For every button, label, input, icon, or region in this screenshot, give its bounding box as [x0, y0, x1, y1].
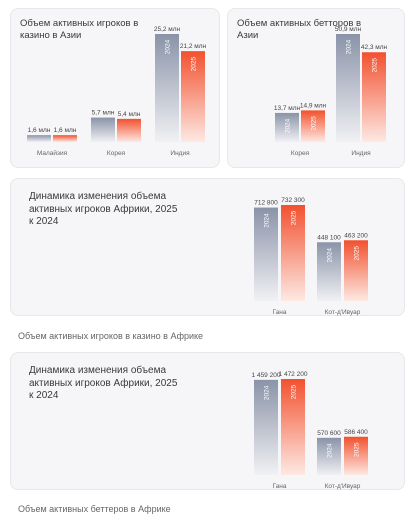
bar-2025	[53, 135, 77, 142]
category-label: Малайзия	[37, 149, 68, 157]
bar-series-label: 2025	[371, 58, 378, 73]
bar-value-label: 732 300	[281, 197, 305, 204]
category-label: Индия	[351, 150, 371, 157]
chart-title: Динамика изменения объема активных игрок…	[29, 191, 178, 227]
bar-2024	[317, 242, 341, 301]
category-label: Корея	[291, 150, 310, 157]
bar-series-label: 2025	[353, 442, 360, 457]
bar-chart-asia-casino: 1,6 млн 1,6 млн Малайзия 5,7 млн 5,4 млн Коре…	[27, 26, 207, 157]
bar-2024	[336, 34, 360, 142]
bar-2024	[275, 112, 299, 142]
bar-series-label: 2024	[326, 248, 333, 263]
bar-value-label: 570 600	[317, 430, 341, 437]
category-label: Гана	[273, 483, 287, 490]
bar-value-label: 5,7 млн	[92, 110, 115, 117]
bar-2024	[155, 34, 179, 142]
category-label: Кот-д'Ивуар	[325, 309, 361, 316]
bar-2024	[91, 117, 115, 142]
bar-2024	[254, 207, 278, 301]
caption-betting-africa: Объем активных беттеров в Африке	[18, 504, 171, 514]
category-label: Индия	[170, 150, 190, 157]
bar-value-label: 5,4 млн	[118, 111, 141, 118]
bar-series-label: 2025	[290, 210, 297, 225]
bar-series-label: 2025	[290, 384, 297, 399]
bar-value-label: 25,2 млн	[154, 26, 181, 33]
bar-2025	[362, 52, 386, 142]
caption-casino-africa: Объем активных игроков в казино в Африке	[18, 331, 204, 341]
bar-series-label: 2024	[284, 118, 291, 133]
bar-value-label: 448 100	[317, 234, 341, 241]
bar-2025	[281, 379, 305, 475]
bar-value-label: 1,6 млн	[54, 127, 77, 134]
bar-2025	[117, 118, 141, 142]
chart-title: Динамика изменения объема активных игрок…	[29, 365, 178, 401]
bar-2024	[317, 437, 341, 475]
category-label: Корея	[107, 150, 126, 157]
bar-2025	[181, 51, 205, 143]
bar-value-label: 1 472 200	[279, 371, 308, 378]
bar-value-label: 1 459 200	[252, 372, 281, 379]
bar-value-label: 42,3 млн	[361, 44, 388, 51]
bar-2025	[301, 110, 325, 142]
bar-2025	[344, 436, 368, 475]
bar-2025	[281, 205, 305, 301]
bar-value-label: 463 200	[344, 232, 368, 239]
bar-series-label: 2024	[345, 39, 352, 54]
chart-card-africa-betting: Динамика изменения объема активных игрок…	[10, 352, 405, 490]
chart-card-africa-casino: Динамика изменения объема активных игрок…	[10, 178, 405, 316]
bar-series-label: 2024	[263, 385, 270, 400]
category-label: Гана	[273, 309, 287, 316]
category-label: Кот-д'Ивуар	[325, 483, 361, 490]
bar-series-label: 2024	[263, 213, 270, 228]
bar-2024	[254, 379, 278, 475]
bar-chart-asia-betting: 13,7 млн 2024 14,9 млн 2025 Корея 50,9 млн 202…	[274, 26, 388, 157]
bar-value-label: 50,9 млн	[335, 26, 362, 33]
bar-series-label: 2024	[164, 39, 171, 54]
bar-series-label: 2024	[326, 443, 333, 458]
bar-chart-africa-casino: 712 800 2024 732 300 2025 Гана 448 100 2024 463…	[254, 197, 368, 316]
chart-title: Объем активных бетторов в Азии	[237, 18, 362, 41]
bar-series-label: 2025	[190, 57, 197, 72]
bar-value-label: 13,7 млн	[274, 105, 301, 112]
bar-series-label: 2025	[353, 246, 360, 261]
chart-card-asia-betting: Объем активных бетторов в Азии 13,7 млн 2…	[227, 8, 405, 168]
bar-value-label: 14,9 млн	[300, 102, 327, 109]
bar-value-label: 21,2 млн	[180, 43, 207, 50]
chart-title: Объем активных игроков в казино в Азии	[20, 18, 139, 41]
bar-2025	[344, 240, 368, 301]
bar-series-label: 2025	[310, 116, 317, 131]
bar-chart-africa-betting: 1 459 200 2024 1 472 200 2025 Гана 570 600 202…	[252, 371, 369, 490]
bar-value-label: 1,6 млн	[28, 127, 51, 134]
bar-value-label: 586 400	[344, 429, 368, 436]
bar-2024	[27, 135, 51, 142]
chart-card-asia-casino: Объем активных игроков в казино в Азии 1…	[10, 8, 220, 168]
bar-value-label: 712 800	[254, 200, 278, 207]
